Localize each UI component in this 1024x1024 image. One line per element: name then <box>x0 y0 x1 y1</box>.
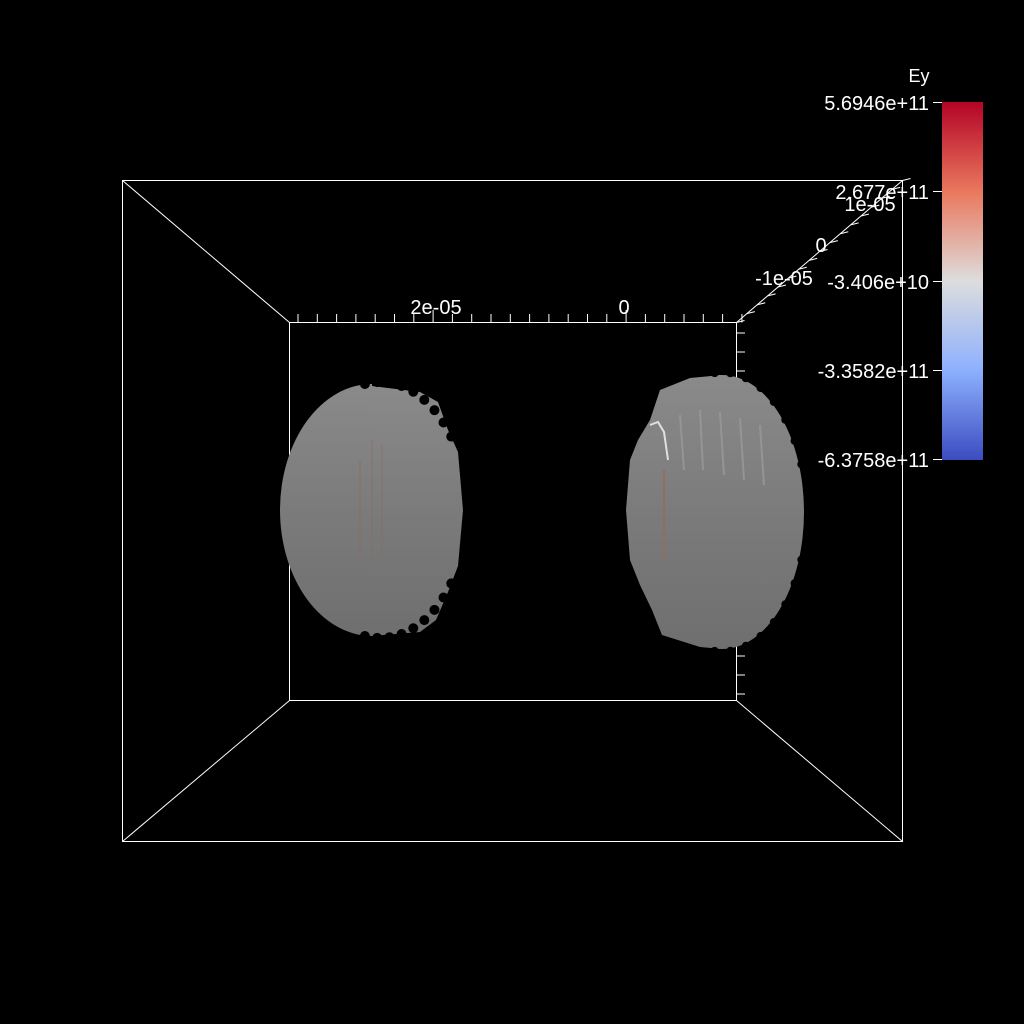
colorbar-tick-max: 5.6946e+11 <box>824 93 929 115</box>
colorbar: Ey 5.6946e+11 2.677e+11 -3.406e+10 -3.35… <box>818 66 983 472</box>
depth-axis-label-neg-1e-05: -1e-05 <box>755 268 813 290</box>
edge-notch <box>726 646 735 655</box>
edge-notch <box>429 405 440 416</box>
edge-notch <box>359 378 370 389</box>
left-blob <box>280 377 472 644</box>
edge-notch <box>408 386 419 397</box>
z-tick <box>892 186 901 190</box>
z-tick <box>777 284 787 288</box>
edge-notch <box>790 436 799 445</box>
edge-notch <box>446 431 457 442</box>
z-tick <box>757 302 766 306</box>
x-axis-label-2e-05: 2e-05 <box>410 297 461 319</box>
edge-notch <box>769 618 778 627</box>
edge-notch <box>769 397 778 406</box>
x-axis-label-0: 0 <box>618 297 629 319</box>
edge-top-left <box>122 180 290 323</box>
edge-notch <box>372 377 383 388</box>
z-tick <box>788 275 797 279</box>
depth-axis-label-1e-05: 1e-05 <box>844 194 895 216</box>
left-blob-serrations <box>359 377 457 643</box>
right-blob-serrations <box>710 369 806 655</box>
edge-notch <box>446 578 457 589</box>
edge-notch <box>396 381 407 392</box>
edge-notch <box>781 600 790 609</box>
edge-bottom-left <box>122 700 290 842</box>
edge-notch <box>419 615 430 626</box>
edge-notch <box>359 631 370 642</box>
z-tick <box>798 266 807 270</box>
z-tick <box>809 257 818 261</box>
edge-bottom-right <box>736 700 903 842</box>
edge-notch <box>797 460 806 469</box>
z-tick <box>881 195 890 199</box>
colorbar-title: Ey <box>908 66 929 86</box>
x-axis-ticks <box>297 310 743 323</box>
edge-notch <box>710 369 719 378</box>
edge-notch <box>790 579 799 588</box>
edge-notch <box>396 628 407 639</box>
edge-notch <box>429 604 440 615</box>
edge-notch <box>741 641 750 650</box>
z-tick <box>902 178 911 181</box>
edge-notch <box>741 374 750 383</box>
edge-notch <box>384 377 395 388</box>
z-tick <box>736 320 745 323</box>
colorbar-gradient <box>942 102 983 460</box>
edge-notch <box>781 415 790 424</box>
edge-notch <box>408 623 419 634</box>
z-axis-ticks <box>736 178 911 323</box>
outer-box-face <box>122 180 903 842</box>
colorbar-tick-2: 2.677e+11 <box>835 182 929 204</box>
z-tick <box>819 249 828 252</box>
edge-notch <box>438 417 449 428</box>
z-tick <box>829 240 838 244</box>
z-tick <box>746 311 755 315</box>
edge-notch <box>756 383 765 392</box>
edge-notch <box>384 632 395 643</box>
depth-axis-label-0: 0 <box>815 235 826 257</box>
edge-notch <box>710 646 719 655</box>
edge-notch <box>797 555 806 564</box>
z-tick <box>850 222 859 226</box>
edge-notch <box>726 369 735 378</box>
edge-notch <box>756 632 765 641</box>
z-tick <box>871 204 880 208</box>
edge-notch <box>372 632 383 643</box>
colorbar-tick-min: -6.3758e+11 <box>818 450 929 472</box>
right-blob <box>620 369 806 660</box>
bounding-box <box>122 180 903 842</box>
z-tick <box>860 213 870 217</box>
colorbar-tick-mid: -3.406e+10 <box>827 272 929 294</box>
edge-notch <box>419 394 430 405</box>
z-tick <box>840 231 849 235</box>
z-tick <box>767 293 776 297</box>
edge-notch <box>438 592 449 603</box>
y-axis-ticks <box>736 332 745 695</box>
colorbar-tick-4: -3.3582e+11 <box>818 361 929 383</box>
